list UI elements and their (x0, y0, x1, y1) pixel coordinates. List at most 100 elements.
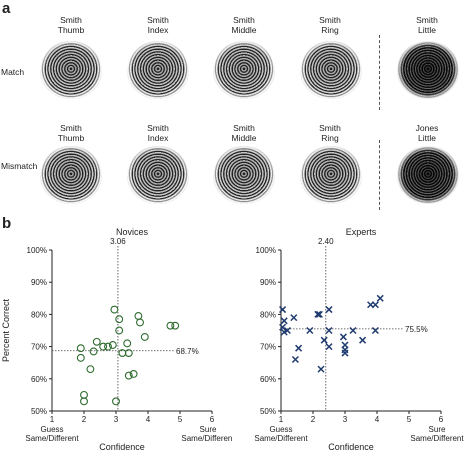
data-point (359, 336, 367, 344)
data-point (341, 346, 349, 354)
y-tick-label: 90% (31, 278, 47, 287)
x-tick-label: 1 (50, 415, 55, 424)
caption-match-3: Smith Middle (231, 15, 257, 35)
data-point (325, 343, 333, 351)
y-tick-label: 60% (260, 375, 276, 384)
data-point (306, 326, 314, 335)
reference-y-label: 75.5% (405, 325, 428, 334)
y-tick-label: 100% (27, 246, 47, 255)
x-tick-label: 6 (439, 415, 444, 424)
data-point (279, 323, 287, 331)
fingerprint-image (397, 41, 459, 99)
data-point (123, 339, 132, 348)
data-point (134, 312, 143, 320)
x-end-label-left: Same/Different (25, 434, 79, 443)
x-tick-label: 5 (407, 415, 412, 424)
y-tick-label: 100% (256, 246, 276, 255)
x-end-label-right: Sure (200, 425, 217, 434)
caption-match-1: Smith Thumb (57, 15, 85, 35)
data-point (124, 349, 133, 357)
data-point (290, 314, 298, 322)
x-axis-label: Confidence (99, 442, 145, 452)
data-point (166, 321, 175, 330)
reference-x-label: 3.06 (110, 237, 126, 246)
reference-x-label: 2.40 (318, 237, 334, 246)
x-end-label-left: Guess (269, 425, 292, 434)
x-tick-label: 1 (279, 415, 284, 424)
chart-title: Novices (116, 227, 149, 237)
fingerprint-image (300, 41, 362, 99)
y-axis-label: Percent Correct (1, 298, 11, 362)
data-point (89, 347, 98, 356)
x-tick-label: 6 (210, 415, 215, 424)
data-point (108, 341, 117, 349)
y-tick-label: 50% (260, 407, 276, 416)
data-point (76, 353, 85, 362)
data-point (140, 332, 149, 341)
data-point (295, 344, 303, 352)
data-point (115, 326, 124, 335)
data-point (349, 326, 357, 335)
caption-mismatch-5: Jones Little (415, 123, 439, 143)
fingerprint-image (213, 146, 275, 204)
x-axis-label: Confidence (328, 442, 374, 452)
data-point (317, 365, 325, 373)
y-tick-label: 50% (31, 407, 47, 416)
fingerprint-image (397, 146, 459, 204)
x-tick-label: 5 (178, 415, 183, 424)
reference-y-label: 68.7% (176, 347, 199, 356)
caption-match-2: Smith Index (147, 15, 169, 35)
data-point (110, 305, 119, 314)
x-tick-label: 2 (82, 415, 87, 424)
caption-match-5: Smith Little (416, 15, 438, 35)
data-point (76, 344, 85, 353)
data-point (280, 328, 288, 336)
data-point (320, 336, 328, 344)
caption-mismatch-3: Smith Middle (231, 123, 257, 143)
column-divider (379, 35, 380, 110)
data-point (376, 294, 384, 302)
data-point (86, 365, 95, 374)
data-point (115, 315, 124, 324)
data-point (325, 306, 333, 314)
y-tick-label: 70% (31, 343, 47, 352)
caption-mismatch-4: Smith Ring (319, 123, 341, 143)
x-end-label-left: Same/Different (254, 434, 308, 443)
fingerprint-image (127, 41, 189, 99)
x-tick-label: 3 (114, 415, 119, 424)
data-point (80, 397, 88, 406)
row-label-mismatch: Mismatch (1, 161, 38, 171)
x-tick-label: 4 (146, 415, 151, 424)
fingerprint-image (127, 146, 189, 204)
data-point (371, 301, 379, 309)
data-point (325, 326, 333, 335)
fingerprint-image (40, 41, 102, 99)
data-point (124, 371, 133, 380)
data-point (279, 306, 287, 314)
x-tick-label: 4 (375, 415, 380, 424)
x-tick-label: 2 (311, 415, 316, 424)
caption-mismatch-1: Smith Thumb (57, 123, 85, 143)
data-point (291, 355, 299, 364)
caption-match-4: Smith Ring (319, 15, 341, 35)
caption-mismatch-2: Smith Index (147, 123, 169, 143)
data-point (371, 326, 379, 335)
x-end-label-right: Same/Different (181, 434, 232, 443)
data-point (314, 310, 322, 318)
fingerprint-image (300, 146, 362, 204)
panel-b-letter: b (2, 215, 12, 232)
x-end-label-right: Same/Different (410, 434, 464, 443)
data-point (280, 317, 288, 325)
data-point (80, 390, 88, 399)
fingerprint-image (213, 41, 275, 99)
y-tick-label: 60% (31, 375, 47, 384)
y-tick-label: 80% (260, 310, 276, 319)
data-point (104, 342, 112, 351)
data-point (171, 321, 180, 330)
x-tick-label: 3 (343, 415, 348, 424)
x-end-label-left: Guess (40, 425, 63, 434)
y-tick-label: 90% (260, 278, 276, 287)
data-point (315, 310, 323, 318)
